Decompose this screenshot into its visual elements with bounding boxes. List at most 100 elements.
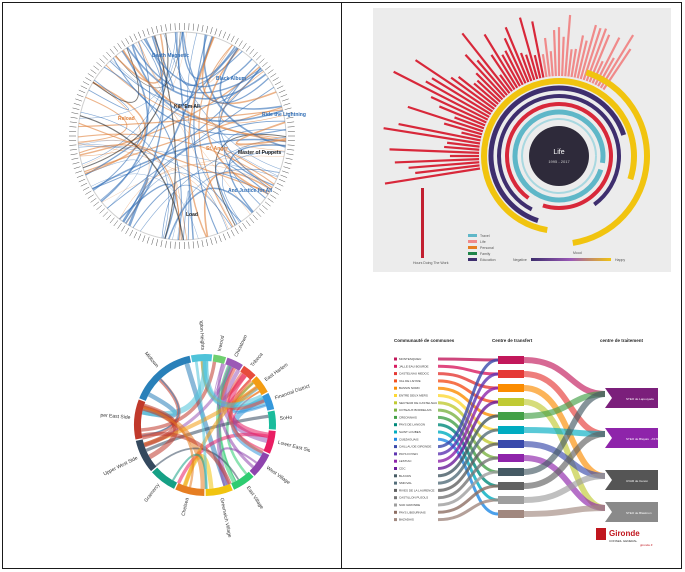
commune-marker <box>394 488 397 492</box>
commune-marker <box>394 386 397 390</box>
chord-ribbon <box>228 378 264 454</box>
chord-arc <box>240 365 256 381</box>
chord-arc <box>190 354 213 363</box>
commune-label: VAL DE L'EYRE <box>399 379 421 383</box>
node-tick <box>80 182 88 187</box>
network-edge <box>219 47 282 110</box>
node-tick <box>197 24 199 32</box>
node-tick <box>262 205 268 211</box>
ring-arc <box>497 94 621 212</box>
transfer-node <box>498 510 524 518</box>
node-tick <box>129 229 134 237</box>
node-tick <box>264 201 271 207</box>
node-tick <box>96 205 102 211</box>
node-tick <box>70 153 78 156</box>
node-tick <box>286 116 294 119</box>
node-tick <box>280 174 288 178</box>
node-tick <box>85 190 92 195</box>
node-tick <box>99 58 105 64</box>
network-edge <box>124 36 214 224</box>
radial-bars <box>383 14 635 185</box>
chord-ribbon <box>141 361 217 432</box>
gironde-logo: Gironde CONSEIL GENERAL gironde.fr <box>596 528 653 547</box>
node-tick <box>242 222 247 229</box>
node-tick <box>226 231 231 239</box>
node-tick <box>155 239 159 247</box>
chord-ribbon <box>145 414 269 452</box>
chord-ribbon <box>143 406 195 488</box>
hours-bar <box>398 123 481 142</box>
commune-marker <box>394 364 397 368</box>
network-edge <box>132 43 263 94</box>
panel-radial-life-chart: Life 1995 - 2017 Hours Doing The Work Tr… <box>373 8 671 272</box>
node-tick <box>262 61 268 67</box>
commune-label: PAYS LIBOURNAIS <box>399 510 426 514</box>
treatment-node <box>605 502 658 522</box>
header-traitement: centre de traitement <box>600 338 644 343</box>
node-tick <box>106 214 112 221</box>
hours-bar <box>415 164 480 175</box>
category-legend: Travel Life Personal Family Education <box>468 234 496 262</box>
node-tick <box>282 170 289 174</box>
network-edge <box>110 59 279 177</box>
node-tick <box>117 222 122 229</box>
network-edge <box>81 32 177 165</box>
node-tick <box>80 85 88 90</box>
legend-swatch <box>468 246 477 249</box>
hours-bar <box>461 32 511 94</box>
chord-arc <box>151 467 178 489</box>
flow-left <box>437 372 499 390</box>
hours-bar <box>425 80 490 118</box>
node-tick <box>278 89 286 94</box>
chord-ribbons <box>141 360 269 490</box>
node-tick <box>90 69 97 74</box>
node-tick <box>283 166 291 169</box>
node-tick <box>75 98 82 102</box>
treatment-label: STEO de Blasimon <box>626 511 652 515</box>
node-tick <box>72 162 80 165</box>
network-edge <box>118 183 176 239</box>
chord-label: Upper West Side <box>103 455 140 477</box>
hours-bar <box>582 27 602 81</box>
node-tick <box>73 103 81 106</box>
chord-arc <box>262 393 275 411</box>
node-tick <box>90 198 97 203</box>
network-edge <box>100 50 149 203</box>
node-tick <box>222 233 227 241</box>
chord-label: Washington Heights <box>197 320 205 351</box>
node-tick <box>201 240 204 248</box>
flow-left <box>437 372 499 456</box>
network-edge <box>215 162 269 225</box>
node-tick <box>165 24 167 32</box>
node-tick <box>274 186 282 191</box>
legend-label: Life <box>480 240 486 244</box>
treatment-label: UVAR de Cenon <box>626 479 648 483</box>
node-tick <box>151 27 154 34</box>
sankey-graphic: Communauté de communes Centre de transfe… <box>394 338 662 547</box>
radial-rings <box>481 69 650 246</box>
node-tick <box>113 220 119 227</box>
node-tick <box>109 48 115 55</box>
node-tick <box>259 208 265 214</box>
node-tick <box>133 231 138 239</box>
gironde-logo-mark <box>596 528 606 540</box>
commune-label: BLAYAIS <box>399 474 411 478</box>
panel-circular-network: Death Magnetic Black Album Kill 'Em All … <box>40 6 325 266</box>
commune-marker <box>394 379 397 383</box>
chord-arc <box>249 452 270 476</box>
transfer-node <box>498 398 524 406</box>
node-tick <box>287 126 295 128</box>
node-tick <box>278 178 286 183</box>
node-tick <box>73 166 81 169</box>
node-tick <box>113 45 119 52</box>
node-tick <box>75 170 82 174</box>
hours-bar <box>501 54 521 87</box>
commune-label: BASSIN NORD <box>399 386 421 390</box>
hours-bar <box>518 17 539 80</box>
gironde-brand-url: gironde.fr <box>640 543 653 547</box>
chord-label: Tribeca <box>250 352 265 369</box>
hours-bar <box>561 36 565 77</box>
network-ring <box>77 31 287 241</box>
center-title: Life <box>553 149 564 156</box>
network-edge <box>105 64 287 139</box>
